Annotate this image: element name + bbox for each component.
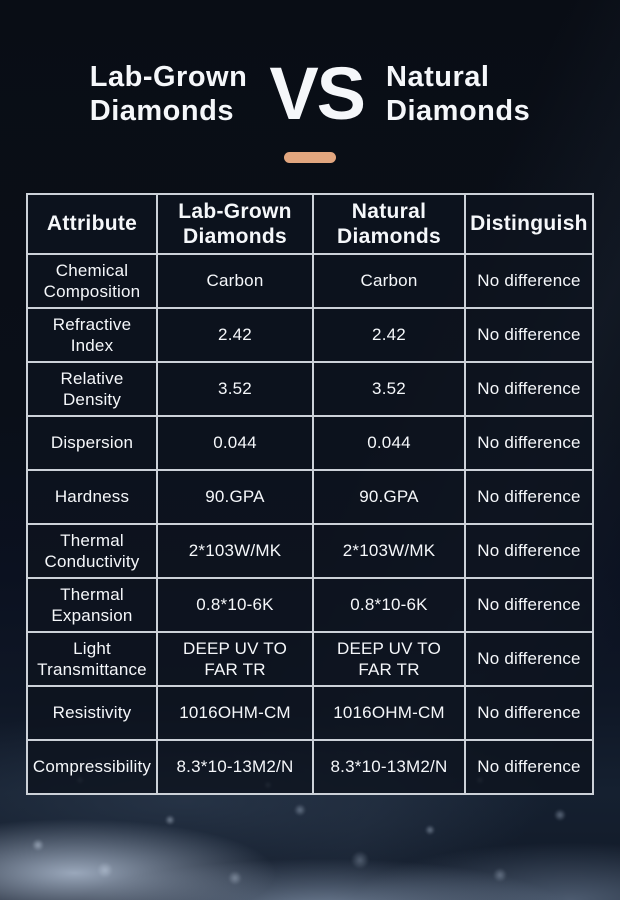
column-header-attribute: Attribute <box>26 193 158 255</box>
lab-grown-value-cell: DEEP UV TO FAR TR <box>156 631 314 687</box>
distinguish-cell: No difference <box>464 253 594 309</box>
table-row: Hardness 90.GPA 90.GPA No difference <box>26 469 594 525</box>
lab-grown-value-cell: Carbon <box>156 253 314 309</box>
lab-grown-value-cell: 90.GPA <box>156 469 314 525</box>
natural-value-cell: 2*103W/MK <box>312 523 466 579</box>
distinguish-cell: No difference <box>464 739 594 795</box>
table-row: Thermal Expansion 0.8*10-6K 0.8*10-6K No di… <box>26 577 594 633</box>
distinguish-cell: No difference <box>464 469 594 525</box>
attribute-cell: Hardness <box>26 469 158 525</box>
distinguish-cell: No difference <box>464 307 594 363</box>
attribute-cell: Chemical Composition <box>26 253 158 309</box>
natural-value-cell: 0.044 <box>312 415 466 471</box>
natural-value-cell: Carbon <box>312 253 466 309</box>
header-row: Attribute Lab-Grown Diamonds Natural Dia… <box>26 193 594 255</box>
title-lab-grown-diamonds: Lab-Grown Diamonds <box>89 61 248 127</box>
attribute-cell: Dispersion <box>26 415 158 471</box>
lab-grown-value-cell: 2*103W/MK <box>156 523 314 579</box>
column-header-lab-grown: Lab-Grown Diamonds <box>156 193 314 255</box>
title-natural-diamonds: Natural Diamonds <box>386 61 531 127</box>
lab-grown-value-cell: 0.8*10-6K <box>156 577 314 633</box>
table-row: Light Transmittance DEEP UV TO FAR TR DEEP… <box>26 631 594 687</box>
column-header-distinguish: Distinguish <box>464 193 594 255</box>
attribute-cell: Relative Density <box>26 361 158 417</box>
table-row: Dispersion 0.044 0.044 No difference <box>26 415 594 471</box>
natural-value-cell: 90.GPA <box>312 469 466 525</box>
table-row: Resistivity 1016OHM-CM 1016OHM-CM No differ… <box>26 685 594 741</box>
attribute-cell: Thermal Conductivity <box>26 523 158 579</box>
distinguish-cell: No difference <box>464 415 594 471</box>
natural-value-cell: 1016OHM-CM <box>312 685 466 741</box>
distinguish-cell: No difference <box>464 361 594 417</box>
natural-value-cell: 2.42 <box>312 307 466 363</box>
natural-value-cell: DEEP UV TO FAR TR <box>312 631 466 687</box>
accent-divider <box>284 152 336 163</box>
lab-grown-value-cell: 1016OHM-CM <box>156 685 314 741</box>
lab-grown-value-cell: 3.52 <box>156 361 314 417</box>
attribute-cell: Resistivity <box>26 685 158 741</box>
table-row: Compressibility 8.3*10-13M2/N 8.3*10-13M2/… <box>26 739 594 795</box>
table-row: Refractive Index 2.42 2.42 No difference <box>26 307 594 363</box>
distinguish-cell: No difference <box>464 577 594 633</box>
distinguish-cell: No difference <box>464 523 594 579</box>
attribute-cell: Light Transmittance <box>26 631 158 687</box>
distinguish-cell: No difference <box>464 631 594 687</box>
vs-text: VS <box>269 51 366 135</box>
attribute-cell: Compressibility <box>26 739 158 795</box>
table-row: Chemical Composition Carbon Carbon No diffe… <box>26 253 594 309</box>
distinguish-cell: No difference <box>464 685 594 741</box>
table-row: Thermal Conductivity 2*103W/MK 2*103W/MK No… <box>26 523 594 579</box>
table-row: Relative Density 3.52 3.52 No difference <box>26 361 594 417</box>
natural-value-cell: 3.52 <box>312 361 466 417</box>
attribute-cell: Thermal Expansion <box>26 577 158 633</box>
lab-grown-value-cell: 8.3*10-13M2/N <box>156 739 314 795</box>
table-header: Attribute Lab-Grown Diamonds Natural Dia… <box>26 193 594 255</box>
comparison-table: Attribute Lab-Grown Diamonds Natural Dia… <box>26 193 594 795</box>
natural-value-cell: 8.3*10-13M2/N <box>312 739 466 795</box>
natural-value-cell: 0.8*10-6K <box>312 577 466 633</box>
page-header: Lab-Grown Diamonds VS Natural Diamonds <box>0 0 620 135</box>
column-header-natural: Natural Diamonds <box>312 193 466 255</box>
attribute-cell: Refractive Index <box>26 307 158 363</box>
lab-grown-value-cell: 0.044 <box>156 415 314 471</box>
lab-grown-value-cell: 2.42 <box>156 307 314 363</box>
table-body: Chemical Composition Carbon Carbon No diffe… <box>26 253 594 795</box>
